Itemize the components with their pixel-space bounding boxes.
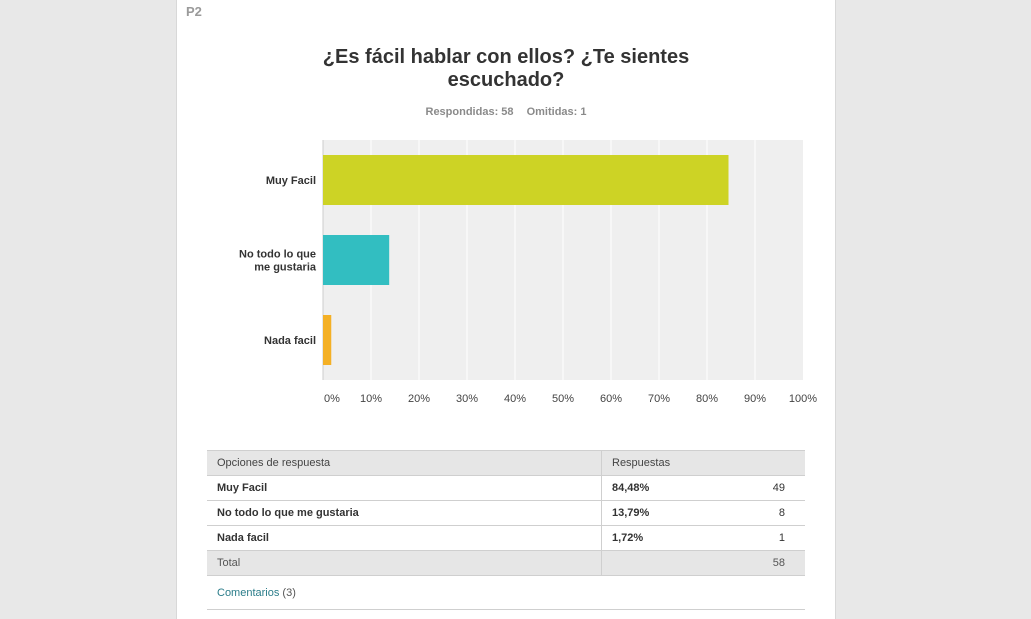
x-tick-label: 80% <box>696 393 718 405</box>
category-label: Muy Facil <box>266 175 316 187</box>
comments-count: (3) <box>282 587 296 599</box>
header-options: Opciones de respuesta <box>207 450 602 476</box>
question-number: P2 <box>186 4 202 19</box>
total-spacer <box>601 550 720 576</box>
table-row: Nada facil 1,72% 1 <box>207 525 805 551</box>
row-count: 8 <box>719 500 805 526</box>
response-table: Opciones de respuesta Respuestas Muy Fac… <box>207 450 805 576</box>
bar <box>323 155 729 205</box>
skipped-count: Omitidas: 1 <box>526 106 587 118</box>
x-tick-label: 100% <box>789 393 817 405</box>
row-label: No todo lo que me gustaria <box>207 500 602 526</box>
question-card: P2 ¿Es fácil hablar con ellos? ¿Te sient… <box>176 0 836 619</box>
category-label: Nada facil <box>264 335 316 347</box>
x-tick-label: 30% <box>456 393 478 405</box>
x-tick-label: 20% <box>408 393 430 405</box>
row-label: Nada facil <box>207 525 602 551</box>
divider <box>207 609 805 610</box>
x-tick-label: 10% <box>360 393 382 405</box>
x-tick-label: 0% <box>324 393 340 405</box>
comments-link[interactable]: Comentarios <box>217 587 280 599</box>
bar <box>323 315 332 365</box>
table-row: Muy Facil 84,48% 49 <box>207 475 805 501</box>
total-row: Total 58 <box>207 550 805 576</box>
comments-section: Comentarios (3) <box>217 587 296 599</box>
row-label: Muy Facil <box>207 475 602 501</box>
bar-chart: 0% 10% 20% 30% 40% 50% 60% 70% 80% 90% 100% Muy Fac… <box>239 140 817 405</box>
response-stats: Respondidas: 58 Omitidas: 1 <box>177 106 835 118</box>
table-row: No todo lo que me gustaria 13,79% 8 <box>207 500 805 526</box>
answered-count: Respondidas: 58 <box>425 106 514 118</box>
row-count: 49 <box>719 475 805 501</box>
row-percent: 84,48% <box>601 475 720 501</box>
header-responses: Respuestas <box>601 450 805 476</box>
x-tick-label: 40% <box>504 393 526 405</box>
x-tick-label: 90% <box>744 393 766 405</box>
total-label: Total <box>207 550 602 576</box>
bar <box>323 235 390 285</box>
category-label: No todo lo que me gustaria <box>239 249 317 274</box>
total-count: 58 <box>719 550 805 576</box>
row-percent: 1,72% <box>601 525 720 551</box>
x-tick-label: 50% <box>552 393 574 405</box>
x-tick-label: 70% <box>648 393 670 405</box>
question-title: ¿Es fácil hablar con ellos? ¿Te sientes … <box>322 46 690 91</box>
x-tick-label: 60% <box>600 393 622 405</box>
row-percent: 13,79% <box>601 500 720 526</box>
row-count: 1 <box>719 525 805 551</box>
